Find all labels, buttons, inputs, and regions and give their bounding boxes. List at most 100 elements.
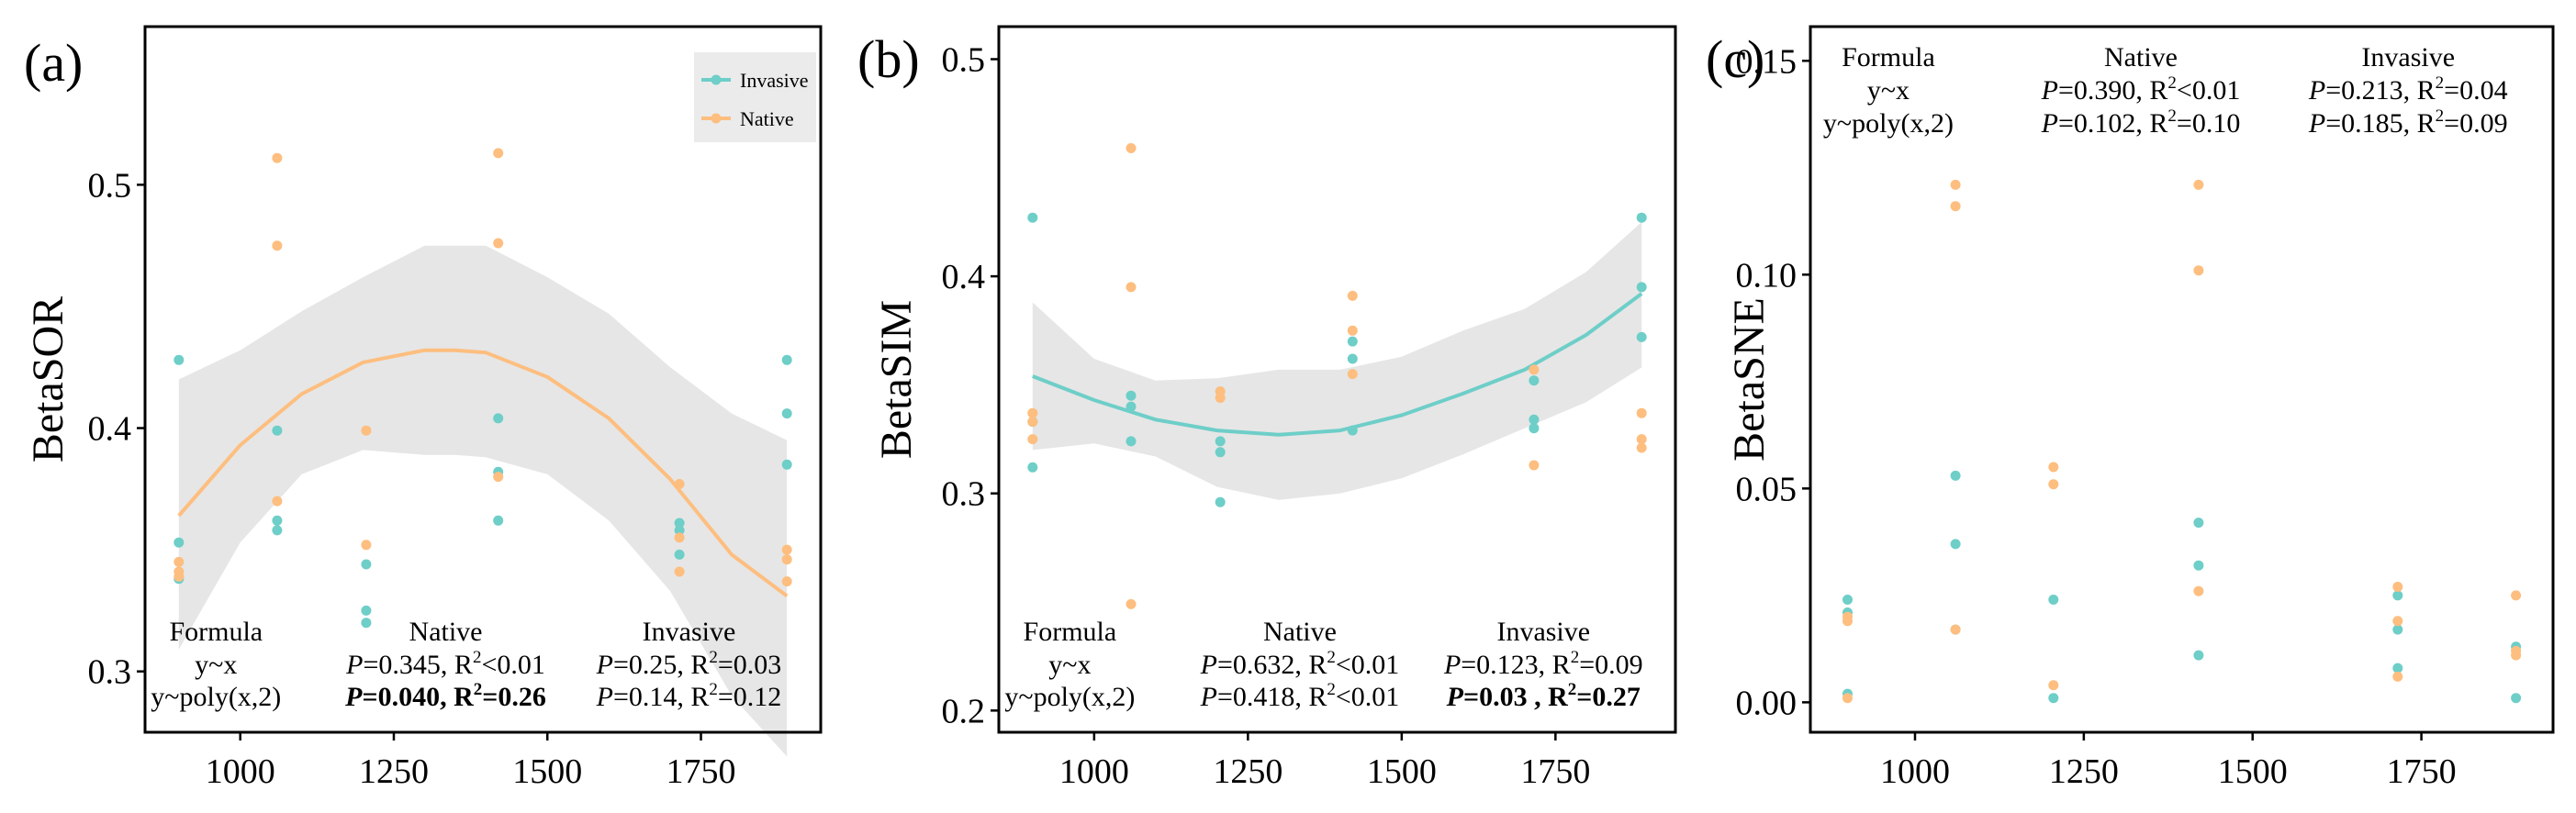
y-tick-label: 0.5: [88, 166, 132, 205]
y-tick-label: 0.15: [1736, 42, 1798, 81]
stats-header: Native: [409, 617, 483, 647]
point-invasive: [1529, 423, 1540, 434]
stats-header: Invasive: [2361, 42, 2455, 72]
point-invasive: [781, 408, 792, 419]
x-tick-label: 1250: [1213, 752, 1282, 791]
stats-native-value: P=0.345, R2<0.01: [345, 648, 545, 680]
point-native: [1950, 624, 1961, 635]
point-native: [272, 152, 283, 163]
stats-native-value: P=0.632, R2<0.01: [1200, 648, 1400, 680]
point-invasive: [272, 515, 283, 526]
point-invasive: [1126, 390, 1137, 401]
point-native: [1027, 417, 1038, 428]
point-invasive: [1215, 496, 1226, 507]
point-native: [1950, 179, 1961, 190]
point-invasive: [1126, 436, 1137, 447]
stats-header: Formula: [1024, 617, 1117, 647]
point-invasive: [361, 618, 372, 629]
y-tick-label: 0.2: [942, 692, 986, 730]
y-tick-label: 0.5: [942, 40, 986, 79]
point-invasive: [1347, 353, 1358, 364]
point-native: [1347, 369, 1358, 380]
point-invasive: [2392, 624, 2403, 635]
point-invasive: [674, 549, 685, 560]
point-native: [674, 566, 685, 577]
point-native: [361, 425, 372, 436]
stats-native-value: P=0.418, R2<0.01: [1200, 680, 1400, 712]
legend-marker-native: [711, 113, 722, 124]
point-invasive: [2392, 663, 2403, 674]
stats-header: Invasive: [643, 617, 736, 647]
point-invasive: [2511, 693, 2522, 704]
point-invasive: [1636, 212, 1647, 223]
point-native: [2392, 582, 2403, 592]
point-native: [2392, 616, 2403, 627]
legend-marker-invasive: [711, 74, 722, 85]
point-native: [2048, 462, 2059, 473]
stats-header: Native: [2104, 42, 2178, 72]
point-native: [1126, 282, 1137, 293]
point-invasive: [1215, 436, 1226, 447]
y-axis-label: BetaSIM: [872, 300, 921, 459]
confidence-band: [178, 245, 788, 757]
point-invasive: [1126, 401, 1137, 412]
legend-label-invasive: Invasive: [740, 69, 809, 92]
point-native: [2048, 479, 2059, 490]
point-invasive: [1950, 539, 1961, 550]
legend-box: [694, 52, 816, 142]
stats-native-value: P=0.102, R2=0.10: [2041, 106, 2241, 139]
stats-invasive-value: P=0.25, R2=0.03: [596, 648, 782, 680]
point-native: [174, 571, 185, 582]
x-tick-label: 1000: [1880, 752, 1950, 791]
point-native: [493, 472, 504, 483]
point-native: [1950, 201, 1961, 212]
panel-label: (c): [1706, 29, 1764, 89]
y-tick-label: 0.3: [942, 475, 986, 514]
point-native: [1636, 434, 1647, 445]
fit-line-invasive: [1032, 292, 1643, 437]
x-tick-label: 1750: [666, 752, 736, 791]
point-native: [2392, 671, 2403, 682]
x-tick-label: 1000: [1059, 752, 1129, 791]
x-tick-label: 1750: [1520, 752, 1590, 791]
point-invasive: [361, 559, 372, 570]
panel-c: 1000 1250 1500 1750 0.00 0.05 0.10 0.15 BetaSNE (…: [1706, 25, 2555, 791]
plot-frame: [997, 25, 1677, 734]
point-invasive: [674, 518, 685, 529]
stats-header: Formula: [1842, 42, 1935, 72]
point-native: [272, 240, 283, 251]
point-invasive: [1636, 282, 1647, 293]
point-invasive: [1215, 447, 1226, 458]
point-invasive: [2193, 518, 2204, 529]
stats-invasive-value: P=0.185, R2=0.09: [2308, 106, 2508, 139]
point-native: [1636, 407, 1647, 418]
panel-label: (a): [24, 33, 83, 93]
panel-b: 1000 1250 1500 1750 0.2 0.3 0.4 0.5 BetaSIM (b) Fo…: [857, 25, 1677, 791]
stats-invasive-value: P=0.03 , R2=0.27: [1446, 680, 1641, 712]
stats-formula: y~x: [195, 650, 237, 680]
stats-native-value: P=0.390, R2<0.01: [2041, 73, 2241, 106]
point-invasive: [1347, 336, 1358, 347]
stats-native-value: P=0.040, R2=0.26: [344, 680, 546, 712]
x-tick-label: 1500: [2218, 752, 2288, 791]
y-tick-label: 0.05: [1736, 470, 1798, 508]
point-native: [272, 496, 283, 507]
confidence-band: [1032, 222, 1642, 500]
point-native: [1636, 442, 1647, 453]
point-invasive: [781, 459, 792, 470]
point-native: [2511, 650, 2522, 661]
y-tick-label: 0.4: [942, 258, 986, 296]
point-invasive: [2392, 590, 2403, 601]
point-native: [674, 479, 685, 489]
y-axis-label: BetaSNE: [1725, 297, 1774, 462]
point-invasive: [174, 354, 185, 365]
y-tick-label: 0.00: [1736, 684, 1798, 722]
point-native: [781, 554, 792, 565]
point-native: [493, 238, 504, 249]
y-tick-label: 0.3: [88, 653, 132, 692]
x-tick-label: 1500: [1367, 752, 1437, 791]
plot-frame: [1809, 25, 2555, 734]
point-native: [1529, 460, 1540, 471]
point-native: [2048, 680, 2059, 691]
point-native: [1027, 407, 1038, 418]
